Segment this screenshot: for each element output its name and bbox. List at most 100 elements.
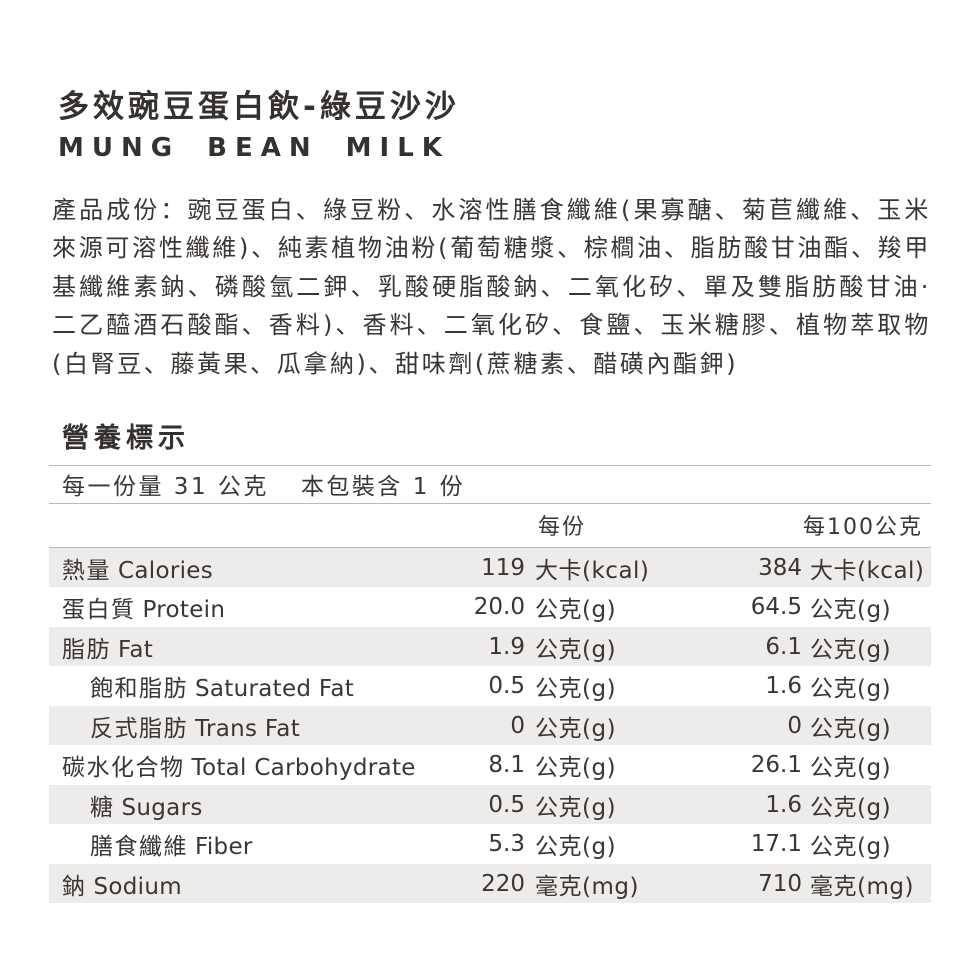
nutrition-table-body: 熱量 Calories 119 大卡(kcal) 384 大卡(kcal) 蛋白質… bbox=[49, 547, 931, 904]
nutrient-name-en: Saturated Fat bbox=[195, 676, 355, 703]
nutrient-name-en: Calories bbox=[118, 557, 213, 584]
value-per-serving-number: 0.5 bbox=[488, 673, 525, 700]
value-per-serving-number: 0.5 bbox=[488, 791, 525, 818]
value-per-100g-unit: 公克(g) bbox=[810, 794, 892, 821]
value-per-100g: 6.1 公克(g) bbox=[695, 630, 931, 664]
value-per-100g: 17.1 公克(g) bbox=[695, 827, 931, 861]
value-per-serving: 5.3 公克(g) bbox=[429, 827, 695, 861]
value-per-100g: 26.1 公克(g) bbox=[695, 748, 931, 782]
value-per-100g-unit: 公克(g) bbox=[810, 636, 892, 663]
nutrient-name-zh: 鈉 bbox=[62, 873, 87, 900]
nutrient-name-en: Fiber bbox=[195, 834, 253, 861]
value-per-100g-unit: 公克(g) bbox=[810, 715, 892, 742]
value-per-100g: 64.5 公克(g) bbox=[695, 590, 931, 624]
serving-size: 每一份量 31 公克 bbox=[62, 474, 269, 501]
value-per-serving-unit: 公克(g) bbox=[535, 636, 617, 663]
nutrient-label: 飽和脂肪 Saturated Fat bbox=[49, 669, 429, 703]
value-per-100g-unit: 公克(g) bbox=[810, 676, 892, 703]
table-row: 鈉 Sodium 220 毫克(mg) 710 毫克(mg) bbox=[49, 863, 931, 904]
value-per-serving-number: 220 bbox=[481, 870, 525, 897]
nutrient-name-en: Protein bbox=[142, 597, 226, 624]
nutrient-name-en: Total Carbohydrate bbox=[191, 755, 416, 782]
servings-per-package: 本包裝含 1 份 bbox=[300, 474, 466, 501]
value-per-serving-unit: 公克(g) bbox=[535, 834, 617, 861]
value-per-serving-unit: 公克(g) bbox=[535, 597, 617, 624]
nutrient-name-zh: 碳水化合物 bbox=[62, 755, 185, 782]
value-per-serving-number: 8.1 bbox=[488, 752, 525, 779]
nutrient-label: 蛋白質 Protein bbox=[49, 590, 429, 624]
nutrition-section-title: 營養標示 bbox=[62, 423, 190, 455]
nutrient-name-zh: 飽和脂肪 bbox=[90, 676, 188, 703]
nutrient-name-en: Trans Fat bbox=[195, 715, 301, 742]
value-per-100g-number: 1.6 bbox=[765, 791, 802, 818]
nutrient-name-zh: 熱量 bbox=[62, 557, 111, 584]
value-per-100g-unit: 公克(g) bbox=[810, 834, 892, 861]
value-per-100g: 384 大卡(kcal) bbox=[695, 551, 931, 585]
value-per-100g-number: 17.1 bbox=[750, 831, 802, 858]
value-per-100g-number: 710 bbox=[758, 870, 802, 897]
value-per-serving: 20.0 公克(g) bbox=[429, 590, 695, 624]
table-row: 糖 Sugars 0.5 公克(g) 1.6 公克(g) bbox=[49, 784, 931, 825]
value-per-serving-unit: 毫克(mg) bbox=[535, 873, 639, 900]
value-per-serving: 0.5 公克(g) bbox=[429, 788, 695, 822]
value-per-serving-unit: 大卡(kcal) bbox=[535, 557, 650, 584]
value-per-100g-number: 26.1 bbox=[750, 752, 802, 779]
value-per-serving-number: 1.9 bbox=[488, 633, 525, 660]
value-per-100g-unit: 大卡(kcal) bbox=[810, 557, 925, 584]
value-per-serving: 8.1 公克(g) bbox=[429, 748, 695, 782]
product-title-en: MUNG BEAN MILK bbox=[58, 132, 450, 163]
nutrient-label: 碳水化合物 Total Carbohydrate bbox=[49, 748, 429, 782]
value-per-100g-number: 0 bbox=[787, 712, 802, 739]
table-row: 膳食纖維 Fiber 5.3 公克(g) 17.1 公克(g) bbox=[49, 824, 931, 864]
table-row: 碳水化合物 Total Carbohydrate 8.1 公克(g) 26.1 公… bbox=[49, 745, 931, 785]
nutrient-name-en: Sugars bbox=[121, 794, 203, 821]
product-title-zh: 多效豌豆蛋白飲-綠豆沙沙 bbox=[58, 89, 460, 125]
value-per-serving: 220 毫克(mg) bbox=[429, 867, 695, 901]
value-per-serving-unit: 公克(g) bbox=[535, 794, 617, 821]
value-per-100g-number: 64.5 bbox=[750, 594, 802, 621]
value-per-100g-number: 6.1 bbox=[765, 633, 802, 660]
value-per-serving-unit: 公克(g) bbox=[535, 676, 617, 703]
table-row: 蛋白質 Protein 20.0 公克(g) 64.5 公克(g) bbox=[49, 587, 931, 627]
column-header-per-serving: 每份 bbox=[537, 515, 586, 541]
nutrient-name-zh: 蛋白質 bbox=[62, 597, 136, 624]
nutrient-label: 熱量 Calories bbox=[49, 551, 429, 585]
nutrient-label: 脂肪 Fat bbox=[49, 630, 429, 664]
nutrient-label: 糖 Sugars bbox=[49, 788, 429, 822]
nutrient-name-en: Fat bbox=[118, 636, 154, 663]
nutrient-label: 膳食纖維 Fiber bbox=[49, 827, 429, 861]
product-label-page: 多效豌豆蛋白飲-綠豆沙沙 MUNG BEAN MILK 產品成份：豌豆蛋白、綠豆… bbox=[49, 0, 931, 904]
value-per-serving-number: 20.0 bbox=[473, 594, 525, 621]
nutrient-name-zh: 脂肪 bbox=[62, 636, 111, 663]
value-per-serving-unit: 公克(g) bbox=[535, 715, 617, 742]
value-per-100g: 710 毫克(mg) bbox=[695, 867, 931, 901]
table-row: 反式脂肪 Trans Fat 0 公克(g) 0 公克(g) bbox=[49, 705, 931, 746]
value-per-100g-number: 384 bbox=[758, 554, 802, 581]
table-row: 脂肪 Fat 1.9 公克(g) 6.1 公克(g) bbox=[49, 626, 931, 667]
ingredients-paragraph: 產品成份：豌豆蛋白、綠豆粉、水溶性膳食纖維(果寡醣、菊苣纖維、玉米來源可溶性纖維… bbox=[52, 195, 931, 378]
value-per-100g-unit: 公克(g) bbox=[810, 755, 892, 782]
serving-info-row: 每一份量 31 公克 本包裝含 1 份 bbox=[49, 464, 931, 504]
value-per-100g-unit: 公克(g) bbox=[810, 597, 892, 624]
value-per-serving-number: 0 bbox=[510, 712, 525, 739]
table-row: 飽和脂肪 Saturated Fat 0.5 公克(g) 1.6 公克(g) bbox=[49, 666, 931, 706]
value-per-serving: 119 大卡(kcal) bbox=[429, 551, 695, 585]
value-per-serving: 0 公克(g) bbox=[429, 709, 695, 743]
value-per-100g-number: 1.6 bbox=[765, 673, 802, 700]
nutrient-name-en: Sodium bbox=[93, 873, 182, 900]
value-per-100g: 1.6 公克(g) bbox=[695, 788, 931, 822]
nutrient-name-zh: 糖 bbox=[90, 794, 115, 821]
value-per-100g-unit: 毫克(mg) bbox=[810, 873, 914, 900]
nutrient-name-zh: 膳食纖維 bbox=[90, 834, 188, 861]
value-per-serving-number: 5.3 bbox=[488, 831, 525, 858]
table-row: 熱量 Calories 119 大卡(kcal) 384 大卡(kcal) bbox=[49, 547, 931, 588]
column-header-per-100g: 每100公克 bbox=[803, 515, 923, 541]
value-per-100g: 1.6 公克(g) bbox=[695, 669, 931, 703]
nutrient-name-zh: 反式脂肪 bbox=[90, 715, 188, 742]
nutrient-label: 鈉 Sodium bbox=[49, 867, 429, 901]
value-per-100g: 0 公克(g) bbox=[695, 709, 931, 743]
value-per-serving: 0.5 公克(g) bbox=[429, 669, 695, 703]
value-per-serving-unit: 公克(g) bbox=[535, 755, 617, 782]
nutrition-table-header: 每份 每100公克 bbox=[49, 504, 931, 548]
value-per-serving-number: 119 bbox=[481, 554, 525, 581]
